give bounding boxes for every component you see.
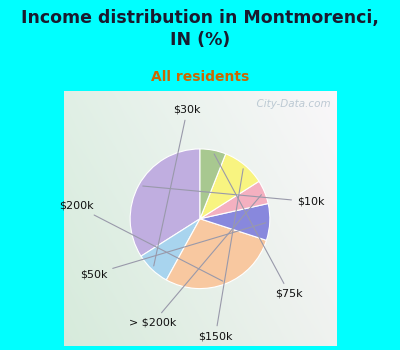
Wedge shape <box>130 149 200 256</box>
Text: $50k: $50k <box>80 223 266 279</box>
Wedge shape <box>200 149 226 219</box>
Text: $10k: $10k <box>143 186 324 207</box>
Text: $200k: $200k <box>59 201 223 281</box>
Text: City-Data.com: City-Data.com <box>250 99 331 108</box>
Wedge shape <box>200 203 270 240</box>
Wedge shape <box>141 219 200 280</box>
Wedge shape <box>200 154 259 219</box>
Text: $75k: $75k <box>214 154 303 299</box>
Text: Income distribution in Montmorenci,
IN (%): Income distribution in Montmorenci, IN (… <box>21 9 379 49</box>
Text: $30k: $30k <box>154 105 201 266</box>
Text: All residents: All residents <box>151 70 249 84</box>
Text: $150k: $150k <box>198 169 243 341</box>
Wedge shape <box>166 219 266 289</box>
Text: > $200k: > $200k <box>130 195 262 328</box>
Wedge shape <box>200 181 268 219</box>
